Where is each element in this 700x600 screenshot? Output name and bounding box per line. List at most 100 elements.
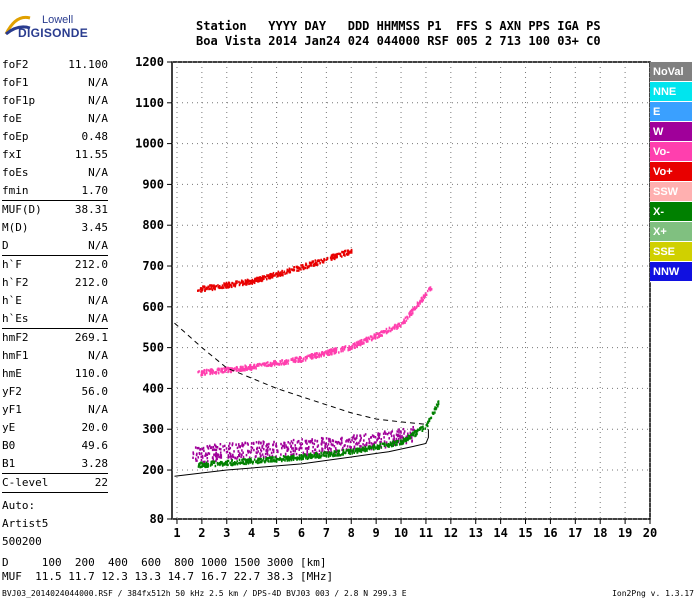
y-tick-label: 80 (150, 512, 164, 526)
y-tick-label: 900 (142, 177, 164, 191)
echo-point-vo (301, 360, 303, 363)
echo-point-vo (240, 366, 242, 370)
echo-point-w (261, 453, 264, 456)
echo-point-w (204, 454, 206, 457)
echo-point-vo (298, 360, 300, 363)
echo-point-w (207, 452, 210, 455)
echo-point-w (219, 443, 222, 446)
echo-point-w (383, 440, 386, 443)
echo-point-vo (396, 326, 399, 329)
echo-point-vo (363, 338, 365, 342)
echo-point-vo (335, 254, 338, 257)
echo-point-vo (332, 256, 335, 260)
echo-point-x (325, 454, 327, 457)
echo-point-vo (314, 259, 317, 262)
echo-point-x (265, 458, 268, 461)
echo-point-w (351, 436, 354, 439)
echo-point-vo (353, 345, 355, 349)
echo-point-vo (232, 368, 235, 371)
echo-point-vo (234, 367, 236, 370)
echo-point-x (415, 433, 417, 436)
echo-point-w (286, 449, 289, 452)
echo-point-x (371, 446, 373, 450)
echo-point-vo (314, 352, 316, 356)
echo-point-w (218, 455, 220, 459)
echo-point-w (245, 453, 248, 457)
echo-point-vo (423, 296, 425, 299)
echo-point-vo (320, 353, 323, 356)
echo-point-x (199, 462, 201, 465)
echo-point-x (345, 449, 348, 452)
echo-point-vo (306, 265, 309, 269)
echo-point-vo (235, 368, 238, 372)
echo-point-w (283, 446, 286, 449)
echo-point-w (341, 448, 343, 452)
echo-point-w (285, 444, 287, 447)
x-tick-label: 18 (593, 526, 607, 540)
muf-row: MUF 11.5 11.7 12.3 13.3 14.7 16.7 22.7 3… (2, 570, 334, 583)
echo-point-vo (225, 286, 228, 289)
echo-point-vo (198, 370, 200, 373)
echo-point-vo (286, 268, 289, 272)
echo-point-x (327, 455, 330, 458)
echo-point-vo (249, 364, 251, 367)
param-row: C-level 22 (2, 474, 108, 492)
echo-point-w (228, 451, 231, 455)
y-tick-label: 1000 (135, 137, 164, 151)
echo-point-vo (207, 287, 209, 291)
echo-point-vo (264, 362, 267, 366)
echo-point-vo (304, 266, 307, 270)
echo-point-vo (404, 321, 406, 324)
echo-point-x (270, 458, 272, 461)
echo-point-w (237, 443, 240, 446)
echo-point-x (394, 441, 396, 444)
echo-point-vo (325, 258, 328, 261)
echo-point-w (227, 456, 230, 459)
echo-point-x (364, 449, 366, 453)
echo-point-w (341, 436, 343, 440)
echo-point-x (332, 453, 335, 456)
echo-point-x (217, 463, 219, 466)
echo-point-x (296, 456, 299, 459)
echo-point-vo (258, 279, 261, 282)
echo-point-x (271, 460, 273, 463)
echo-point-w (198, 451, 201, 455)
echo-point-vo (430, 288, 433, 291)
echo-point-vo (205, 371, 208, 375)
echo-point-x (407, 437, 410, 440)
echo-point-w (200, 447, 202, 451)
echo-point-w (308, 440, 310, 443)
echo-point-vo (208, 287, 211, 291)
echo-point-w (305, 441, 307, 444)
echo-point-w (388, 437, 391, 440)
echo-point-x (424, 427, 427, 430)
echo-point-vo (333, 347, 335, 350)
echo-point-vo (217, 284, 219, 287)
echo-point-vo (269, 361, 272, 365)
echo-point-vo (397, 322, 400, 326)
echo-point-vo (298, 267, 301, 270)
echo-point-x (351, 452, 353, 455)
echo-point-vo (297, 269, 300, 272)
echo-point-x (241, 458, 244, 461)
echo-point-x (416, 429, 419, 433)
echo-point-w (395, 437, 398, 441)
echo-point-w (332, 443, 334, 447)
param-value: 0.48 (81, 130, 109, 143)
echo-point-vo (411, 312, 414, 315)
echo-point-w (356, 434, 358, 437)
param-name: foEs (2, 166, 29, 179)
echo-point-vo (271, 274, 273, 278)
param-name: fxI (2, 148, 22, 161)
y-tick-label: 600 (142, 300, 164, 314)
x-tick-label: 2 (198, 526, 205, 540)
echo-point-w (208, 452, 211, 455)
echo-point-vo (276, 272, 279, 275)
echo-point-vo (296, 266, 299, 269)
echo-point-vo (285, 362, 287, 365)
echo-point-w (318, 449, 321, 453)
echo-point-vo (389, 329, 392, 333)
echo-point-vo (381, 330, 383, 333)
echo-point-w (306, 453, 308, 457)
echo-point-x (360, 448, 363, 451)
